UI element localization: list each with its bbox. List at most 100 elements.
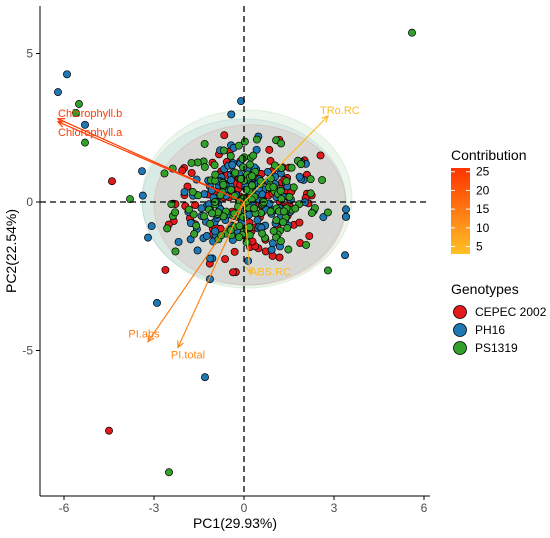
point-ps1319: [296, 160, 305, 169]
point-ph16: [227, 110, 236, 119]
colorbar-tick-label: 5: [476, 240, 483, 254]
point-ph16: [319, 213, 328, 222]
axis-ticks: -6 -3 0 3 6 5 0 -5: [22, 47, 427, 515]
point-ps1319: [252, 135, 261, 144]
point-ps1319: [240, 137, 249, 146]
point-ps1319: [247, 195, 256, 204]
arrowhead-pi-total: [177, 340, 184, 349]
point-ps1319: [219, 146, 228, 155]
arrowhead-tro-rc: [321, 114, 329, 123]
legend-key-ps1319: [453, 341, 467, 355]
point-ps1319: [72, 108, 80, 117]
point-ps1319: [160, 169, 169, 178]
point-ps1319: [208, 209, 217, 218]
arrowhead-chlorophyll-b: [56, 118, 66, 125]
point-ps1319: [184, 205, 193, 214]
point-ps1319: [283, 224, 292, 233]
loading-label-tro-rc: TRo.RC: [320, 105, 360, 117]
point-ps1319: [230, 209, 239, 218]
variable-loadings: Chlorophyll.b Chlorophyll.a TRo.RC PI.abs PI…: [56, 105, 360, 362]
point-ps1319: [306, 189, 315, 198]
arrow-pi-total: [177, 201, 245, 348]
point-cepec-2002: [108, 177, 116, 186]
point-ph16: [81, 120, 89, 129]
point-ps1319: [210, 161, 219, 169]
y-tick-label: 5: [26, 47, 33, 61]
point-cepec-2002: [275, 253, 284, 262]
point-ps1319: [200, 139, 209, 148]
legend-key-cepec-2002: [453, 305, 467, 319]
arrowhead-abs-rc: [245, 266, 254, 275]
point-ps1319: [306, 175, 315, 184]
point-ph16: [228, 160, 237, 169]
arrowhead-chlorophyll-a: [56, 120, 66, 128]
point-ph16: [63, 70, 71, 79]
point-ps1319: [279, 207, 288, 216]
point-ph16: [227, 176, 235, 185]
point-ps1319: [81, 138, 89, 147]
point-ph16: [211, 227, 220, 236]
colorbar-tick-label: 25: [476, 165, 490, 179]
point-ph16: [138, 167, 146, 176]
point-ph16: [263, 168, 272, 176]
point-ph16: [342, 212, 350, 221]
point-ph16: [138, 191, 147, 200]
point-ps1319: [165, 468, 173, 477]
point-cepec-2002: [295, 218, 304, 227]
point-ph16: [147, 222, 156, 231]
point-ps1319: [282, 177, 291, 186]
point-ps1319: [200, 163, 209, 171]
legend-label-ps1319: PS1319: [475, 341, 518, 355]
legend-key-ph16: [453, 323, 467, 337]
arrow-pi-abs: [147, 201, 245, 342]
x-tick-label: 0: [241, 501, 248, 515]
point-ps1319: [171, 208, 180, 217]
point-ps1319: [239, 163, 248, 172]
point-ps1319: [284, 245, 293, 254]
point-ps1319: [270, 161, 279, 170]
point-ph16: [186, 235, 195, 244]
y-tick-label: 0: [26, 195, 33, 209]
point-ps1319: [291, 204, 300, 213]
point-cepec-2002: [105, 426, 113, 435]
point-ps1319: [235, 233, 244, 242]
point-ps1319: [234, 141, 243, 150]
point-cepec-2002: [161, 265, 170, 274]
contribution-legend-title: Contribution: [451, 147, 527, 163]
point-ph16: [144, 233, 152, 242]
loading-label-chlorophyll-a: Chlorophyll.a: [58, 127, 123, 139]
point-ps1319: [248, 181, 256, 190]
colorbar-tick-label: 20: [476, 183, 490, 197]
point-ps1319: [231, 168, 240, 177]
x-tick-label: 6: [421, 501, 428, 515]
point-ps1319: [227, 185, 236, 194]
point-cepec-2002: [220, 131, 229, 140]
point-ps1319: [277, 139, 286, 148]
point-ps1319: [219, 180, 228, 189]
genotypes-legend: Genotypes CEPEC 2002 PH16 PS1319: [451, 281, 547, 355]
point-ps1319: [287, 163, 296, 172]
point-cepec-2002: [305, 232, 314, 240]
point-ps1319: [248, 172, 256, 181]
point-ph16: [253, 216, 262, 225]
contribution-legend: Contribution 25 20 15 10 5: [451, 147, 527, 254]
point-ps1319: [206, 219, 215, 228]
point-ps1319: [235, 221, 244, 230]
point-ps1319: [163, 224, 172, 233]
arrow-abs-rc: [243, 201, 251, 274]
y-axis-title: PC2(22.54%): [3, 209, 19, 293]
point-cepec-2002: [187, 168, 196, 177]
point-ps1319: [250, 204, 259, 213]
point-ps1319: [279, 218, 287, 227]
colorbar-tick-label: 10: [476, 221, 490, 235]
point-ph16: [193, 246, 202, 255]
point-ps1319: [226, 152, 235, 160]
x-tick-label: 3: [331, 501, 338, 515]
point-ph16: [295, 172, 304, 181]
point-ph16: [54, 88, 62, 97]
point-ps1319: [323, 208, 332, 217]
point-ps1319: [269, 183, 278, 191]
point-cepec-2002: [316, 151, 325, 160]
